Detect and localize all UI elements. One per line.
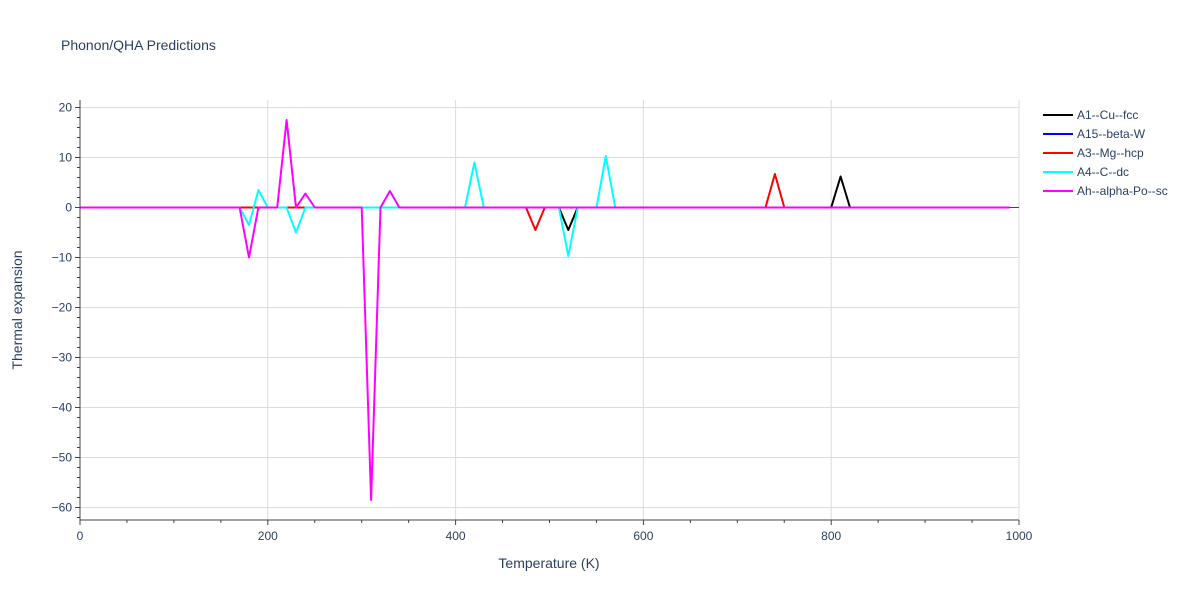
legend-item[interactable]: Ah--alpha-Po--sc	[1043, 184, 1168, 198]
axes	[75, 100, 1020, 525]
y-tick-label: 20	[59, 101, 73, 115]
y-axis-title: Thermal expansion	[9, 250, 25, 369]
legend-label: Ah--alpha-Po--sc	[1077, 184, 1168, 198]
tick-labels: 0 200 400 600 800 1000 20 10 0 −10 −20 −30 −40 −50 −60	[52, 101, 1033, 544]
legend-label: A3--Mg--hcp	[1077, 146, 1144, 160]
x-axis-title: Temperature (K)	[498, 555, 599, 571]
legend-label: A15--beta-W	[1077, 127, 1146, 141]
chart-title: Phonon/QHA Predictions	[61, 37, 216, 53]
y-tick-label: −30	[52, 351, 73, 365]
grid-lines	[80, 100, 1020, 520]
legend-item[interactable]: A4--C--dc	[1043, 165, 1129, 179]
legend: A1--Cu--fcc A15--beta-W A3--Mg--hcp A4--C--…	[1043, 108, 1168, 198]
y-tick-label: −20	[52, 301, 73, 315]
legend-item[interactable]: A3--Mg--hcp	[1043, 146, 1144, 160]
series-line-ah-alpha-po-sc	[80, 119, 1010, 501]
y-tick-label: −50	[52, 451, 73, 465]
y-tick-label: 0	[65, 201, 72, 215]
x-tick-label: 600	[633, 529, 653, 543]
x-tick-label: 400	[446, 529, 466, 543]
x-tick-label: 200	[258, 529, 278, 543]
x-tick-label: 0	[77, 529, 84, 543]
series-line-a4-c-dc	[80, 155, 1010, 257]
x-tick-label: 1000	[1006, 529, 1033, 543]
legend-item[interactable]: A15--beta-W	[1043, 127, 1146, 141]
series-line-a1-cu-fcc	[80, 175, 1010, 231]
series-lines	[80, 119, 1010, 501]
y-tick-label: −60	[52, 501, 73, 515]
y-tick-label: −40	[52, 401, 73, 415]
y-tick-label: −10	[52, 251, 73, 265]
legend-item[interactable]: A1--Cu--fcc	[1043, 108, 1138, 122]
series-line-a3-mg-hcp	[80, 173, 1010, 231]
x-tick-label: 800	[821, 529, 841, 543]
legend-label: A4--C--dc	[1077, 165, 1129, 179]
legend-label: A1--Cu--fcc	[1077, 108, 1138, 122]
y-tick-label: 10	[59, 151, 73, 165]
